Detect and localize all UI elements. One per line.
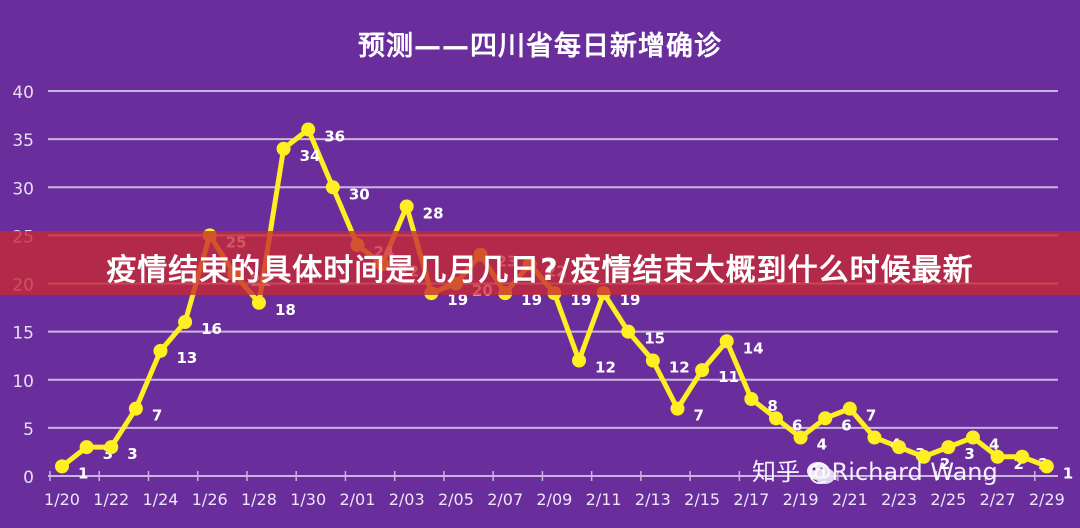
data-point bbox=[128, 401, 143, 416]
x-tick-label: 1/24 bbox=[143, 490, 179, 509]
data-label: 19 bbox=[447, 291, 468, 309]
data-label: 18 bbox=[275, 301, 296, 319]
data-label: 6 bbox=[792, 416, 802, 434]
data-point bbox=[768, 411, 783, 426]
y-tick-label: 10 bbox=[12, 372, 34, 392]
y-tick-label: 5 bbox=[23, 420, 34, 440]
data-label: 1 bbox=[1063, 464, 1073, 482]
overlay-banner bbox=[0, 231, 1080, 295]
data-point bbox=[572, 353, 587, 368]
y-tick-label: 0 bbox=[23, 468, 34, 488]
data-label: 30 bbox=[349, 185, 370, 203]
data-label: 7 bbox=[152, 407, 162, 425]
x-tick-label: 2/03 bbox=[389, 490, 425, 509]
data-point bbox=[301, 122, 316, 137]
data-point bbox=[276, 141, 291, 156]
x-tick-label: 2/07 bbox=[487, 490, 523, 509]
data-point bbox=[990, 449, 1005, 464]
data-label: 7 bbox=[866, 407, 876, 425]
data-point bbox=[965, 430, 980, 445]
data-label: 3 bbox=[964, 445, 974, 463]
x-tick-label: 1/30 bbox=[290, 490, 326, 509]
data-point bbox=[793, 430, 808, 445]
data-point bbox=[1015, 449, 1030, 464]
data-label: 12 bbox=[595, 359, 616, 377]
data-point bbox=[670, 401, 685, 416]
data-label: 11 bbox=[718, 368, 739, 386]
data-point bbox=[842, 401, 857, 416]
data-point bbox=[867, 430, 882, 445]
data-point bbox=[916, 449, 931, 464]
data-label: 19 bbox=[570, 291, 591, 309]
y-tick-label: 40 bbox=[12, 83, 34, 103]
x-tick-label: 2/21 bbox=[832, 490, 868, 509]
data-label: 12 bbox=[669, 359, 690, 377]
data-point bbox=[621, 324, 636, 339]
data-point bbox=[744, 392, 759, 406]
x-tick-label: 2/05 bbox=[438, 490, 474, 509]
y-tick-label: 30 bbox=[12, 179, 34, 199]
x-tick-label: 2/17 bbox=[733, 490, 769, 509]
data-point bbox=[178, 315, 193, 329]
x-tick-label: 1/22 bbox=[93, 490, 129, 509]
data-label: 34 bbox=[300, 147, 321, 165]
data-point bbox=[695, 363, 710, 378]
data-label: 2 bbox=[940, 455, 950, 473]
data-point bbox=[818, 411, 833, 426]
data-point bbox=[399, 199, 414, 214]
wechat-icon bbox=[807, 462, 835, 484]
data-label: 19 bbox=[620, 291, 641, 309]
x-tick-label: 2/01 bbox=[339, 490, 375, 509]
data-point bbox=[892, 440, 907, 455]
x-tick-label: 2/19 bbox=[783, 490, 819, 509]
x-tick-label: 2/23 bbox=[881, 490, 917, 509]
data-label: 36 bbox=[324, 128, 345, 146]
data-label: 16 bbox=[201, 320, 222, 338]
banner-headline: 疫情结束的具体时间是几月几日?/疫情结束大概到什么时候最新 bbox=[106, 253, 974, 288]
y-tick-label: 15 bbox=[12, 324, 34, 344]
y-tick-label: 35 bbox=[12, 131, 34, 151]
data-label: 3 bbox=[103, 445, 113, 463]
data-label: 7 bbox=[694, 407, 704, 425]
x-tick-label: 2/29 bbox=[1029, 490, 1065, 509]
data-label: 15 bbox=[644, 330, 665, 348]
x-tick-label: 1/20 bbox=[44, 490, 80, 509]
data-label: 4 bbox=[989, 436, 999, 454]
data-point bbox=[325, 180, 340, 195]
data-point bbox=[719, 334, 734, 349]
data-label: 3 bbox=[127, 445, 137, 463]
data-point bbox=[153, 343, 168, 358]
data-label: 4 bbox=[817, 436, 827, 454]
data-point bbox=[941, 440, 956, 455]
data-label: 14 bbox=[743, 339, 764, 357]
data-label: 2 bbox=[1014, 455, 1024, 473]
data-label: 8 bbox=[767, 397, 777, 415]
watermark: 知乎 @Richard Wang bbox=[752, 458, 998, 486]
x-tick-label: 1/26 bbox=[192, 490, 228, 509]
x-tick-label: 2/15 bbox=[684, 490, 720, 509]
data-label: 13 bbox=[176, 349, 197, 367]
data-point bbox=[1039, 459, 1054, 474]
data-label: 6 bbox=[841, 416, 851, 434]
data-label: 1 bbox=[78, 464, 88, 482]
data-point bbox=[79, 440, 94, 455]
x-tick-label: 1/28 bbox=[241, 490, 277, 509]
x-tick-label: 2/11 bbox=[586, 490, 622, 509]
data-label: 28 bbox=[423, 205, 444, 223]
x-tick-label: 2/09 bbox=[536, 490, 572, 509]
data-point bbox=[104, 440, 119, 455]
x-tick-label: 2/25 bbox=[930, 490, 966, 509]
data-point bbox=[645, 353, 660, 368]
data-point bbox=[251, 295, 266, 310]
x-tick-label: 2/13 bbox=[635, 490, 671, 509]
x-tick-label: 2/27 bbox=[980, 490, 1016, 509]
chart-title: 预测——四川省每日新增确诊 bbox=[358, 31, 722, 62]
data-label: 19 bbox=[521, 291, 542, 309]
data-point bbox=[55, 459, 69, 474]
